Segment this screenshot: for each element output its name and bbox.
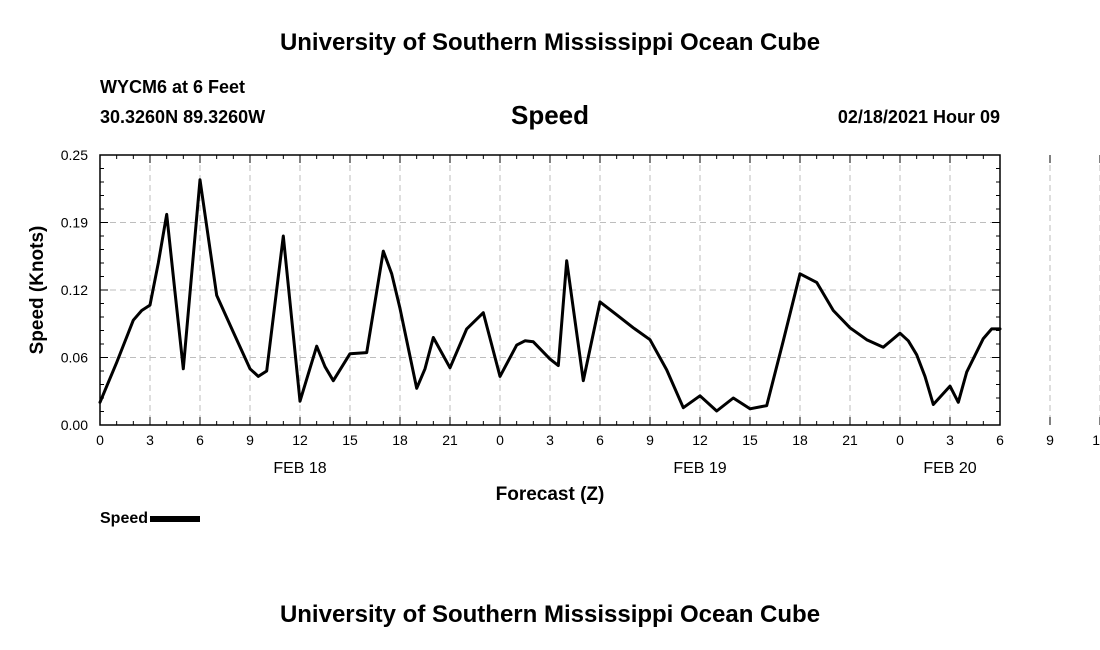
x-tick-label: 6 [996,432,1004,448]
page-title-top: University of Southern Mississippi Ocean… [279,29,821,56]
y-tick-label: 0.12 [61,282,88,298]
x-day-label: FEB 18 [273,460,326,477]
x-tick-label: 6 [196,432,204,448]
x-tick-label: 9 [246,432,254,448]
y-tick-label: 0.00 [61,417,88,433]
x-tick-label: 9 [1046,432,1054,448]
x-tick-label: 3 [946,432,954,448]
x-tick-label: 21 [842,432,858,448]
x-tick-label: 15 [342,432,358,448]
x-tick-label: 12 [1092,432,1100,448]
legend-swatch-speed [150,516,201,522]
forecast-datetime: 02/18/2021 Hour 09 [837,107,1000,127]
x-tick-label: 0 [496,432,504,448]
x-tick-label: 3 [146,432,154,448]
y-axis-label: Speed (Knots) [27,226,48,355]
x-tick-label: 3 [546,432,554,448]
x-day-label: FEB 20 [923,460,976,477]
x-day-label: FEB 19 [673,460,726,477]
x-tick-label: 9 [646,432,654,448]
x-tick-label: 0 [896,432,904,448]
coordinates-label: 30.3260N 89.3260W [100,107,266,127]
x-tick-label: 18 [392,432,408,448]
chart-title: Speed [510,100,590,130]
legend: Speed [100,510,201,528]
station-label: WYCM6 at 6 Feet [100,77,246,97]
y-tick-label: 0.25 [61,147,88,163]
x-tick-label: 21 [442,432,458,448]
x-tick-label: 6 [596,432,604,448]
x-tick-label: 0 [96,432,104,448]
x-tick-label: 18 [792,432,808,448]
y-tick-label: 0.06 [61,350,88,366]
x-tick-label: 12 [292,432,308,448]
legend-label-speed: Speed [100,510,149,527]
y-tick-label: 0.19 [61,215,88,231]
x-tick-label: 15 [742,432,758,448]
plot-frame [99,154,1001,426]
page-title-bottom: University of Southern Mississippi Ocean… [279,601,821,628]
series-line-speed [98,178,1002,413]
x-axis-label: Forecast (Z) [496,484,605,505]
x-tick-label: 12 [692,432,708,448]
